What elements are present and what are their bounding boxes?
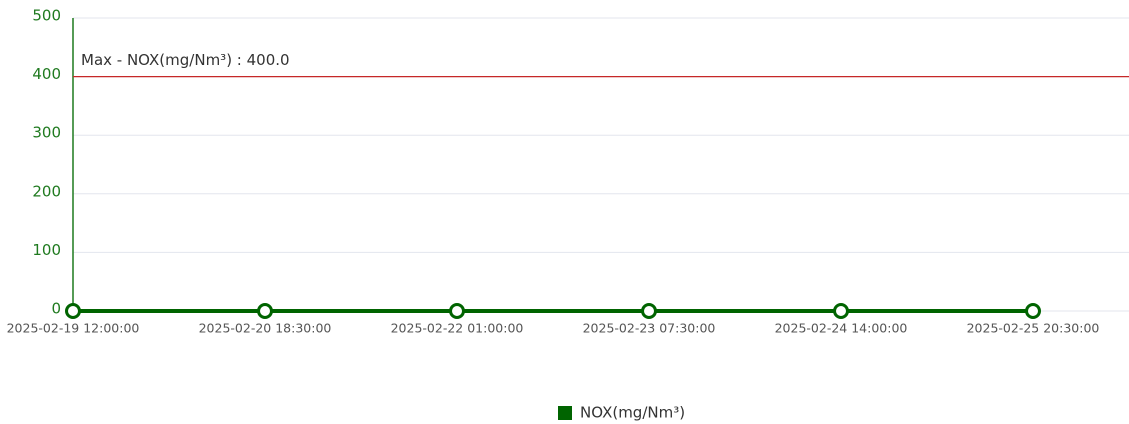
x-tick-label: 2025-02-25 20:30:00 bbox=[967, 321, 1100, 336]
y-tick-label: 200 bbox=[32, 182, 61, 200]
y-tick-label: 500 bbox=[32, 7, 61, 25]
y-tick-label: 0 bbox=[51, 300, 61, 318]
y-tick-label: 100 bbox=[32, 241, 61, 259]
y-tick-label: 300 bbox=[32, 124, 61, 142]
data-point bbox=[65, 303, 81, 319]
x-tick-label: 2025-02-19 12:00:00 bbox=[7, 321, 140, 336]
x-tick-label: 2025-02-20 18:30:00 bbox=[199, 321, 332, 336]
y-tick-label: 400 bbox=[32, 65, 61, 83]
x-tick-label: 2025-02-22 01:00:00 bbox=[391, 321, 524, 336]
data-point bbox=[257, 303, 273, 319]
data-point bbox=[833, 303, 849, 319]
data-point bbox=[641, 303, 657, 319]
data-point bbox=[449, 303, 465, 319]
data-point bbox=[1025, 303, 1041, 319]
legend-label: NOX(mg/Nm³) bbox=[580, 404, 685, 422]
legend-swatch bbox=[558, 406, 572, 420]
x-tick-label: 2025-02-23 07:30:00 bbox=[583, 321, 716, 336]
x-tick-label: 2025-02-24 14:00:00 bbox=[775, 321, 908, 336]
max-label: Max - NOX(mg/Nm³) : 400.0 bbox=[81, 51, 290, 69]
